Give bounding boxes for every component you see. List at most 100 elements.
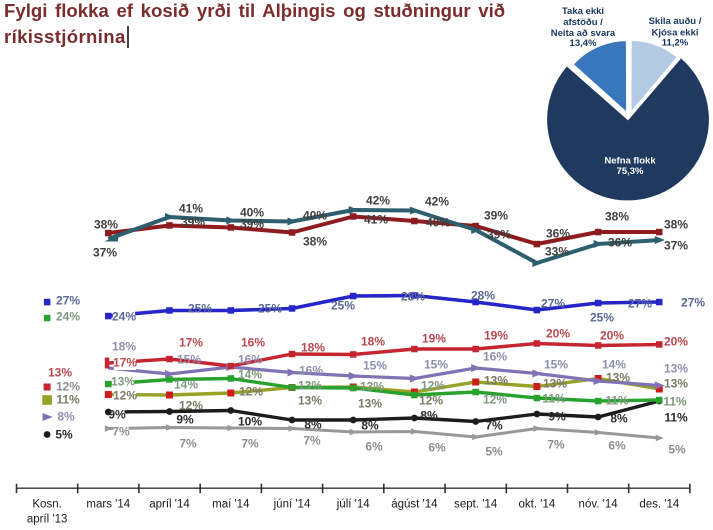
svg-text:12%: 12% <box>179 398 203 412</box>
svg-text:12%: 12% <box>113 388 137 402</box>
svg-text:39%: 39% <box>181 215 205 229</box>
svg-text:11,2%: 11,2% <box>662 38 689 49</box>
svg-text:12%: 12% <box>56 379 80 393</box>
svg-text:37%: 37% <box>93 245 117 259</box>
svg-text:Nefna flokk: Nefna flokk <box>604 156 656 167</box>
svg-text:27%: 27% <box>681 295 705 309</box>
svg-text:15%: 15% <box>363 358 387 372</box>
svg-text:16%: 16% <box>483 349 507 363</box>
svg-text:15%: 15% <box>177 352 201 366</box>
svg-text:Neita að svara: Neita að svara <box>551 28 616 39</box>
svg-text:25%: 25% <box>258 301 282 315</box>
svg-text:12%: 12% <box>421 378 445 392</box>
svg-text:19%: 19% <box>422 331 446 345</box>
svg-text:9%: 9% <box>108 407 126 421</box>
svg-text:7%: 7% <box>241 436 259 450</box>
svg-text:39%: 39% <box>240 217 264 231</box>
svg-text:apríl '13: apríl '13 <box>27 514 68 526</box>
svg-text:19%: 19% <box>484 328 508 342</box>
svg-text:13%: 13% <box>298 393 322 407</box>
svg-text:maí '14: maí '14 <box>212 499 250 511</box>
svg-text:11%: 11% <box>605 393 629 407</box>
svg-text:27%: 27% <box>56 293 80 307</box>
svg-text:25%: 25% <box>188 301 212 315</box>
svg-text:38%: 38% <box>605 209 629 223</box>
svg-text:20%: 20% <box>664 334 688 348</box>
svg-text:33%: 33% <box>545 244 569 258</box>
svg-text:18%: 18% <box>112 339 136 353</box>
svg-text:8%: 8% <box>610 411 628 425</box>
svg-text:13%: 13% <box>606 370 630 384</box>
svg-text:9%: 9% <box>548 409 566 423</box>
svg-text:6%: 6% <box>428 440 446 454</box>
svg-text:7%: 7% <box>112 424 130 438</box>
svg-text:25%: 25% <box>590 310 614 324</box>
svg-text:37%: 37% <box>664 238 688 252</box>
svg-text:15%: 15% <box>424 357 448 371</box>
svg-text:15%: 15% <box>544 357 568 371</box>
svg-text:okt. '14: okt. '14 <box>519 499 556 511</box>
svg-text:12%: 12% <box>239 384 263 398</box>
svg-text:28%: 28% <box>401 289 425 303</box>
svg-text:Kjósa ekki: Kjósa ekki <box>652 28 699 39</box>
svg-text:36%: 36% <box>546 226 570 240</box>
svg-text:13%: 13% <box>664 376 688 390</box>
svg-text:14%: 14% <box>238 367 262 381</box>
svg-text:nóv. '14: nóv. '14 <box>579 499 619 511</box>
svg-text:20%: 20% <box>600 328 624 342</box>
svg-text:7%: 7% <box>547 437 565 451</box>
svg-text:18%: 18% <box>301 340 325 354</box>
svg-text:16%: 16% <box>238 352 262 366</box>
svg-text:ágúst '14: ágúst '14 <box>391 499 438 511</box>
svg-text:8%: 8% <box>361 418 379 432</box>
svg-text:13,4%: 13,4% <box>570 38 597 49</box>
svg-text:13%: 13% <box>543 376 567 390</box>
svg-text:40%: 40% <box>240 205 264 219</box>
svg-text:39%: 39% <box>484 208 508 222</box>
svg-text:9%: 9% <box>176 412 194 426</box>
svg-text:júlí '14: júlí '14 <box>336 499 370 511</box>
svg-text:42%: 42% <box>425 194 449 208</box>
svg-text:17%: 17% <box>113 355 137 369</box>
svg-text:24%: 24% <box>56 309 80 323</box>
svg-text:13%: 13% <box>484 373 508 387</box>
svg-text:5%: 5% <box>485 444 503 458</box>
svg-text:13%: 13% <box>111 374 135 388</box>
svg-text:12%: 12% <box>483 392 507 406</box>
svg-text:12%: 12% <box>419 393 443 407</box>
svg-text:75,3%: 75,3% <box>617 166 644 177</box>
svg-text:41%: 41% <box>364 212 388 226</box>
svg-text:8%: 8% <box>304 417 322 431</box>
svg-text:13%: 13% <box>360 379 384 393</box>
svg-text:40%: 40% <box>426 215 450 229</box>
svg-text:13%: 13% <box>48 365 72 379</box>
svg-text:8%: 8% <box>420 408 438 422</box>
svg-text:16%: 16% <box>299 363 323 377</box>
svg-text:apríl '14: apríl '14 <box>149 499 190 511</box>
svg-text:41%: 41% <box>179 201 203 215</box>
svg-text:11%: 11% <box>664 410 688 424</box>
svg-text:7%: 7% <box>179 436 197 450</box>
svg-text:13%: 13% <box>298 378 322 392</box>
svg-text:14%: 14% <box>602 357 626 371</box>
svg-text:afstöðu /: afstöðu / <box>563 17 603 28</box>
svg-text:11%: 11% <box>56 392 80 406</box>
svg-text:Taka ekki: Taka ekki <box>562 6 604 17</box>
svg-text:36%: 36% <box>608 235 632 249</box>
svg-text:27%: 27% <box>541 296 565 310</box>
svg-text:27%: 27% <box>628 296 652 310</box>
svg-text:16%: 16% <box>241 335 265 349</box>
svg-text:Skila auðu /: Skila auðu / <box>649 16 702 27</box>
svg-text:38%: 38% <box>664 217 688 231</box>
svg-text:sept. '14: sept. '14 <box>454 499 498 511</box>
svg-text:mars '14: mars '14 <box>86 499 130 511</box>
svg-text:6%: 6% <box>365 439 383 453</box>
svg-text:18%: 18% <box>361 334 385 348</box>
svg-text:des. '14: des. '14 <box>639 499 680 511</box>
svg-text:júní '14: júní '14 <box>273 499 311 511</box>
svg-text:25%: 25% <box>331 298 355 312</box>
svg-text:40%: 40% <box>303 208 327 222</box>
svg-text:39%: 39% <box>487 227 511 241</box>
svg-text:38%: 38% <box>303 234 327 248</box>
svg-text:5%: 5% <box>55 427 73 441</box>
